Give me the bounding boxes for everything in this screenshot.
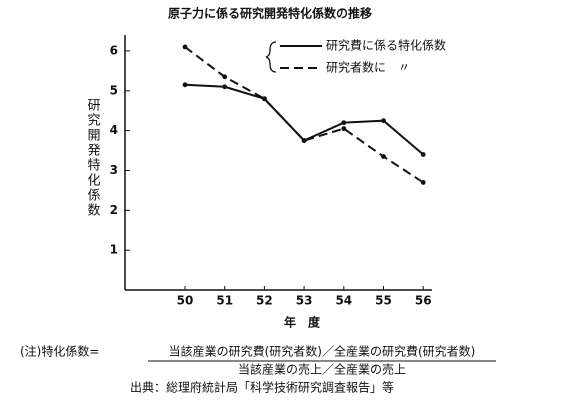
point: [262, 96, 267, 102]
point: [381, 118, 386, 124]
y-tick-label: 1: [110, 243, 118, 257]
point: [420, 180, 426, 185]
note-label: (注)特化係数=: [20, 344, 99, 359]
legend-label: 研究費に係る特化係数: [326, 38, 446, 53]
x-tick-label: 56: [415, 294, 432, 308]
point: [381, 154, 386, 159]
y-axis-label: 研究開発特化係数: [85, 98, 101, 218]
x-axis-label: 年 度: [284, 315, 321, 330]
point: [222, 84, 228, 90]
x-tick-label: 55: [375, 294, 392, 308]
chart-title: 原子力に係る研究開発特化係数の推移: [168, 6, 372, 21]
point: [420, 152, 426, 157]
y-tick-label: 2: [110, 203, 118, 217]
x-tick-label: 51: [216, 294, 233, 308]
point: [182, 82, 188, 88]
point: [222, 74, 228, 80]
y-tick-label: 3: [110, 163, 118, 177]
point: [341, 120, 347, 126]
legend-brace: [265, 41, 277, 73]
point: [301, 138, 307, 143]
note-denominator: 当該産業の売上／全産業の売上: [238, 362, 406, 377]
series-line: [184, 83, 424, 156]
note-numerator: 当該産業の研究費(研究者数)／全産業の研究費(研究者数): [169, 344, 476, 359]
x-tick-label: 54: [335, 294, 352, 308]
source: 出典：総理府統計局「科学技術研究調査報告」等: [130, 380, 394, 395]
point: [182, 44, 188, 50]
y-tick-label: 6: [110, 43, 118, 57]
x-tick-label: 50: [177, 294, 194, 308]
y-tick-label: 5: [110, 83, 118, 97]
legend-label: 研究者数に 〃: [326, 60, 410, 75]
y-tick-label: 4: [110, 123, 118, 137]
point: [341, 126, 347, 132]
x-tick-label: 52: [256, 294, 273, 308]
x-tick-label: 53: [296, 294, 313, 308]
